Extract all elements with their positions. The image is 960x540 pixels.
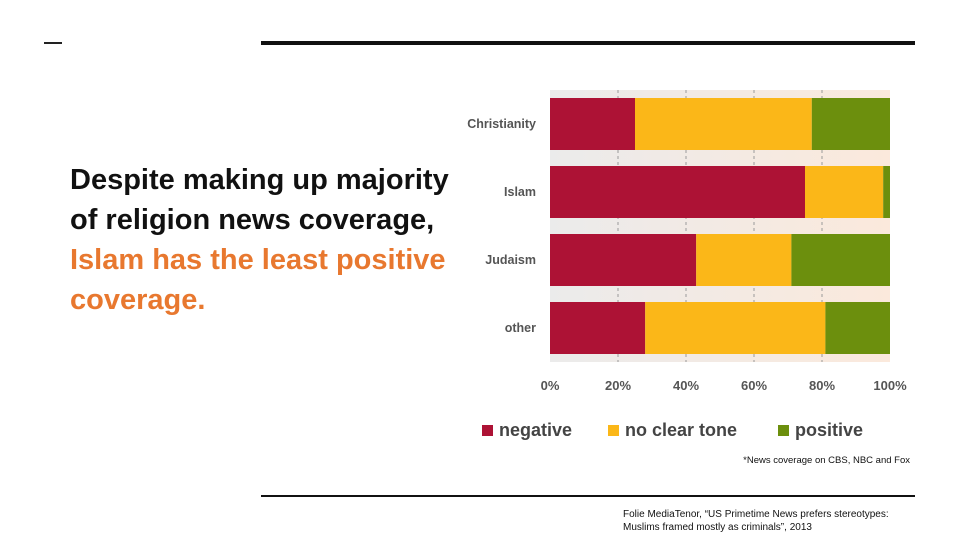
bar-segment-negative [550, 98, 635, 150]
category-label: Islam [504, 185, 536, 199]
headline: Despite making up majority of religion n… [70, 160, 450, 320]
bar-segment-no-clear-tone [805, 166, 884, 218]
footnote: *News coverage on CBS, NBC and Fox [743, 455, 910, 466]
bar-segment-no-clear-tone [645, 302, 826, 354]
x-tick-label: 100% [873, 378, 907, 393]
category-label: Christianity [467, 117, 536, 131]
headline-accent-text: Islam has the least positive coverage. [70, 244, 446, 316]
bar-segment-negative [550, 166, 805, 218]
x-tick-label: 0% [541, 378, 560, 393]
x-tick-label: 40% [673, 378, 699, 393]
stacked-bar-chart: Christianity Islam Judaism other 0% 20% 40% 60%… [467, 90, 907, 440]
title-dash [44, 42, 62, 44]
category-label: Judaism [485, 253, 536, 267]
bar-segment-no-clear-tone [696, 234, 792, 286]
x-tick-label: 60% [741, 378, 767, 393]
chart-bars [550, 98, 890, 354]
bar-segment-positive [811, 98, 890, 150]
bar-segment-positive [883, 166, 890, 218]
legend-label: no clear tone [625, 420, 737, 440]
top-divider [261, 41, 915, 45]
bar-segment-no-clear-tone [635, 98, 812, 150]
legend-label: positive [795, 420, 863, 440]
bar-segment-negative [550, 234, 697, 286]
x-tick-label: 80% [809, 378, 835, 393]
bottom-divider [261, 495, 915, 497]
chart-legend: negative no clear tone positive [482, 420, 863, 440]
legend-swatch [778, 425, 789, 436]
bar-segment-positive [791, 234, 890, 286]
chart-labels: Christianity Islam Judaism other 0% 20% 40% 60%… [467, 117, 907, 393]
category-label: other [505, 321, 536, 335]
legend-label: negative [499, 420, 572, 440]
x-tick-label: 20% [605, 378, 631, 393]
bar-segment-positive [825, 302, 890, 354]
legend-swatch [608, 425, 619, 436]
source-citation: Folie MediaTenor, “US Primetime News pre… [623, 509, 889, 533]
bar-segment-negative [550, 302, 646, 354]
headline-text: Despite making up majority of religion n… [70, 164, 449, 236]
legend-swatch [482, 425, 493, 436]
